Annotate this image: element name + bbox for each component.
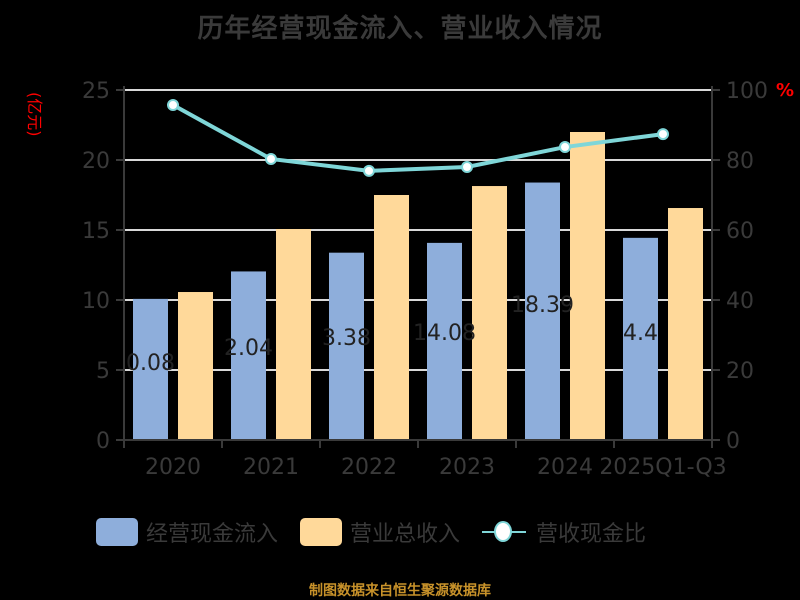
revenue-bar xyxy=(570,132,605,440)
x-axis-tick-label: 2025Q1-Q3 xyxy=(599,455,726,480)
x-axis-tick-label: 2020 xyxy=(145,455,201,480)
ratio-point xyxy=(167,99,179,112)
x-axis-tick-label: 2022 xyxy=(341,455,397,480)
x-axis-tick-label: 2021 xyxy=(243,455,299,480)
legend-label: 营业总收入 xyxy=(350,522,461,547)
cash-inflow-bar xyxy=(133,298,168,440)
ratio-point xyxy=(265,152,277,165)
cash-inflow-bar xyxy=(623,237,658,440)
cash-inflow-data-label: 18.39 xyxy=(511,293,574,318)
cash-inflow-data-label: 4.4 xyxy=(623,321,658,346)
revenue-swatch-icon xyxy=(300,518,343,546)
chart-title: 历年经营现金流入、营业收入情况 xyxy=(197,14,603,44)
revenue-bar xyxy=(178,292,213,440)
cash-inflow-swatch-icon xyxy=(96,518,138,546)
legend-label: 营收现金比 xyxy=(536,522,647,547)
left-axis-tick-label: 20 xyxy=(82,149,110,174)
x-axis-tick-label: 2023 xyxy=(439,455,495,480)
revenue-bar xyxy=(472,186,507,440)
cash-inflow-bar xyxy=(427,242,462,440)
revenue-bar xyxy=(276,229,311,440)
cash-inflow-bar xyxy=(231,271,266,440)
cash-inflow-data-label: 14.08 xyxy=(413,321,476,346)
right-axis-tick-label: 0 xyxy=(726,429,740,454)
right-axis-tick-label: 40 xyxy=(726,289,754,314)
ratio-point xyxy=(363,164,375,177)
right-axis-tick-label: 100 xyxy=(726,79,768,104)
source-note: 制图数据来自恒生聚源数据库 xyxy=(309,583,491,599)
legend-item-revenue: 营业总收入 xyxy=(300,516,460,548)
ratio-point xyxy=(657,128,669,141)
cash-inflow-bar xyxy=(525,182,560,441)
left-axis-tick-label: 10 xyxy=(82,289,110,314)
revenue-bar xyxy=(668,208,703,440)
left-axis-tick-label: 25 xyxy=(82,79,110,104)
ratio-point xyxy=(461,161,473,173)
revenue-bar xyxy=(374,195,409,440)
left-axis-tick-label: 0 xyxy=(96,429,110,454)
left-axis-tick-label: 15 xyxy=(82,219,110,244)
x-axis-tick-label: 2024 xyxy=(537,455,593,480)
right-axis-tick-label: 20 xyxy=(726,359,754,384)
cash-inflow-data-label: 0.08 xyxy=(126,351,175,376)
right-axis-tick-label: 60 xyxy=(726,219,754,244)
cash-inflow-bar xyxy=(329,252,364,440)
legend-item-cash-inflow: 经营现金流入 xyxy=(96,516,278,548)
ratio-line xyxy=(172,103,664,173)
legend: 经营现金流入 营业总收入 营收现金比 xyxy=(96,516,668,548)
cash-inflow-data-label: 2.04 xyxy=(224,336,273,361)
right-axis-unit: % xyxy=(776,80,795,101)
legend-item-ratio: 营收现金比 xyxy=(482,516,646,548)
ratio-point xyxy=(559,141,571,154)
ratio-line-marker-icon xyxy=(482,518,527,546)
left-axis-tick-label: 5 xyxy=(96,359,110,384)
legend-label: 经营现金流入 xyxy=(146,522,279,547)
right-axis-tick-label: 80 xyxy=(726,149,754,174)
chart-plot: 0 5 10 15 20 25 0 20 40 60 80 100 2020 2021 2022 2023 20… xyxy=(82,79,768,480)
cash-inflow-data-label: 3.38 xyxy=(322,326,371,351)
